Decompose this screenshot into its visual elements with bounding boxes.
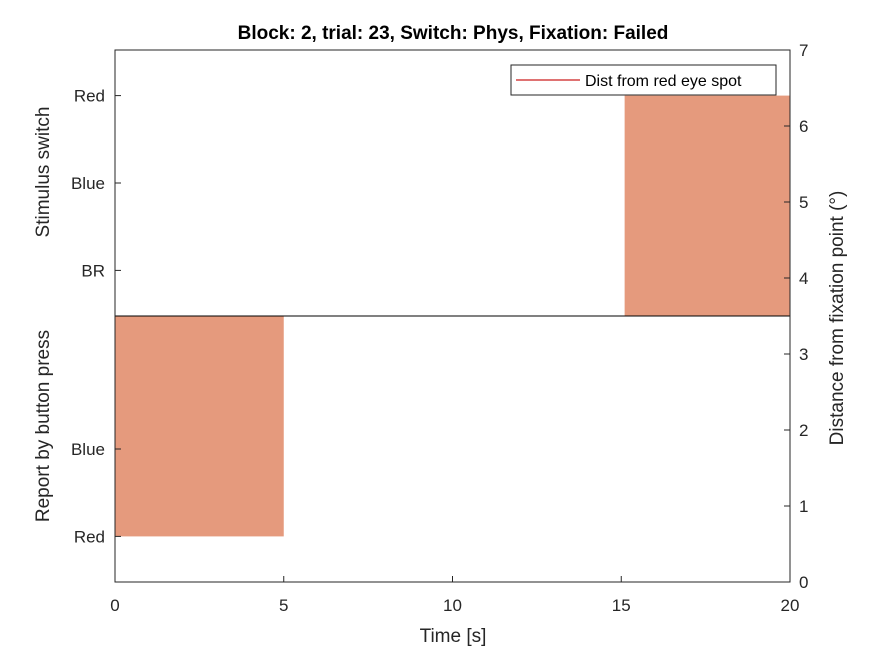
x-tick-label-15: 15: [612, 596, 631, 615]
x-axis: 0 5 10 15 20: [110, 576, 799, 615]
right-tick-label-5: 5: [799, 193, 808, 212]
right-tick-label-0: 0: [799, 573, 808, 592]
lower-left-axis: Blue Red: [71, 440, 121, 546]
chart-title: Block: 2, trial: 23, Switch: Phys, Fixat…: [238, 23, 669, 44]
right-y-axis-label: Distance from fixation point (°): [827, 191, 848, 446]
plot-area: [114, 49, 791, 583]
x-axis-label: Time [s]: [420, 626, 487, 647]
legend-series-label: Dist from red eye spot: [585, 73, 742, 90]
upper-left-tick-label-0: Red: [74, 87, 105, 106]
lower-left-tick-label-0: Blue: [71, 440, 105, 459]
block-upper-0: [624, 95, 790, 316]
upper-panel-ylabel: Stimulus switch: [33, 107, 54, 238]
x-tick-label-20: 20: [781, 596, 800, 615]
block-lower-1: [115, 316, 284, 537]
legend: Dist from red eye spot: [510, 64, 777, 96]
right-tick-label-7: 7: [799, 41, 808, 60]
right-tick-label-4: 4: [799, 269, 808, 288]
right-tick-label-3: 3: [799, 345, 808, 364]
right-tick-label-2: 2: [799, 421, 808, 440]
x-tick-label-10: 10: [443, 596, 462, 615]
upper-left-tick-label-2: BR: [81, 261, 105, 280]
stimulus-blocks: [115, 95, 790, 537]
lower-panel-ylabel: Report by button press: [33, 330, 54, 522]
lower-left-tick-label-1: Red: [74, 527, 105, 546]
right-tick-label-1: 1: [799, 497, 808, 516]
right-y-axis: 0 1 2 3 4 5 6 7: [784, 41, 808, 592]
x-tick-label-0: 0: [110, 596, 119, 615]
upper-left-tick-label-1: Blue: [71, 174, 105, 193]
upper-left-axis: Red Blue BR: [71, 87, 121, 280]
right-tick-label-6: 6: [799, 117, 808, 136]
x-tick-label-5: 5: [279, 596, 288, 615]
